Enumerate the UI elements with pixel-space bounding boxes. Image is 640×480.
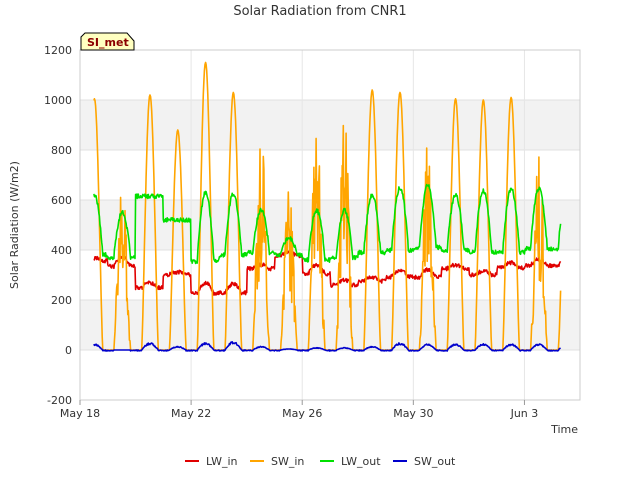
plot-band [80,300,580,350]
chart-title: Solar Radiation from CNR1 [233,4,406,19]
plot-band [80,100,580,150]
legend-label: SW_out [414,455,456,468]
site-badge-label: SI_met [87,36,129,49]
y-tick-label: -200 [47,394,72,407]
legend: LW_in SW_in LW_out SW_out [185,455,456,468]
y-axis-title: Solar Radiation (W/m2) [8,161,21,289]
y-tick-label: 200 [51,294,72,307]
y-tick-label: 1200 [44,44,72,57]
series-line-lw-out [93,183,562,265]
y-tick-label: 600 [51,194,72,207]
legend-label: SW_in [271,455,304,468]
y-tick-label: 400 [51,244,72,257]
y-tick-label: 1000 [44,94,72,107]
series-layer [93,61,562,352]
series-line-sw-out [93,341,561,352]
y-axis-ticks: -200 0 200 400 600 800 1000 1200 [44,44,72,407]
plot-area [79,49,581,401]
x-axis-ticks: May 18 May 22 May 26 May 30 Jun 3 [60,400,538,420]
site-badge-box [80,32,135,51]
y-tick-label: 800 [51,144,72,157]
x-tick-label: May 18 [60,407,100,420]
legend-label: LW_in [206,455,238,468]
x-tick-label: May 30 [393,407,433,420]
x-axis-title: Time [550,423,578,436]
x-tick-label: May 22 [171,407,211,420]
legend-label: LW_out [341,455,381,468]
site-badge: SI_met [80,32,135,51]
x-tick-label: Jun 3 [510,407,539,420]
x-tick-label: May 26 [282,407,322,420]
y-tick-label: 0 [65,344,72,357]
